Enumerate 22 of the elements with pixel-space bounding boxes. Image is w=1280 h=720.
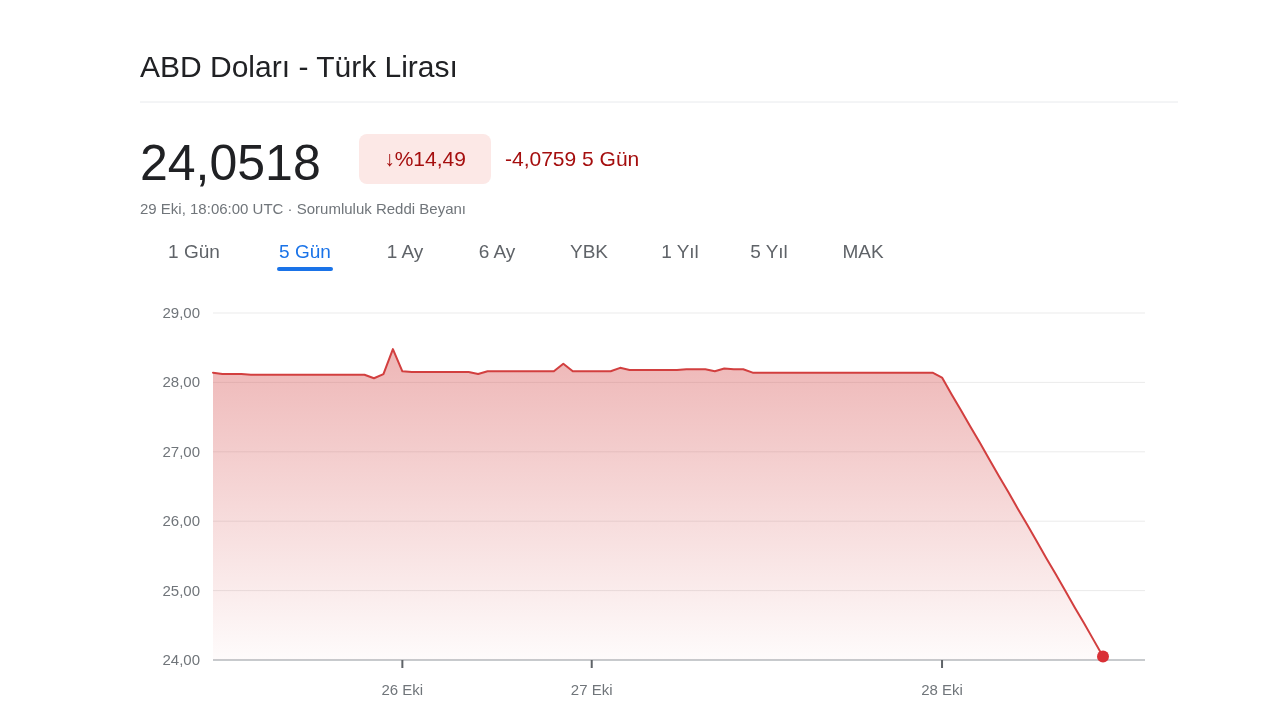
y-tick-label: 29,00 (162, 304, 200, 321)
text: -4,0759 5 Gün (505, 147, 640, 170)
text: YBK (569, 241, 609, 262)
text: 1 Ay (386, 241, 424, 262)
y-tick-label: 25,00 (162, 581, 200, 599)
y-tick-label: 24,00 (162, 651, 200, 668)
x-tick-label: 27 Eki (570, 681, 613, 698)
chart-title: ABD Doları - Türk Lirası (140, 50, 458, 83)
y-tick-label: 27,00 (162, 442, 200, 460)
text: 6 Ay (478, 241, 516, 262)
x-tick-label: 28 Eki (921, 681, 963, 698)
x-tick-label: 26 Eki (381, 681, 424, 698)
text: 1 Gün (168, 241, 220, 262)
text: 1 Yıl (661, 241, 699, 262)
text: 24,0518 (140, 135, 321, 191)
text: ↓%14,49 (384, 147, 466, 170)
text: MAK (842, 241, 884, 262)
text: 5 Gün (279, 241, 331, 262)
y-tick-label: 28,00 (162, 373, 200, 391)
y-tick-label: 26,00 (162, 512, 200, 530)
text: 29 Eki, 18:06:00 UTC · Sorumluluk Reddi Beyanı (140, 200, 466, 217)
text: 5 Yıl (750, 241, 788, 262)
